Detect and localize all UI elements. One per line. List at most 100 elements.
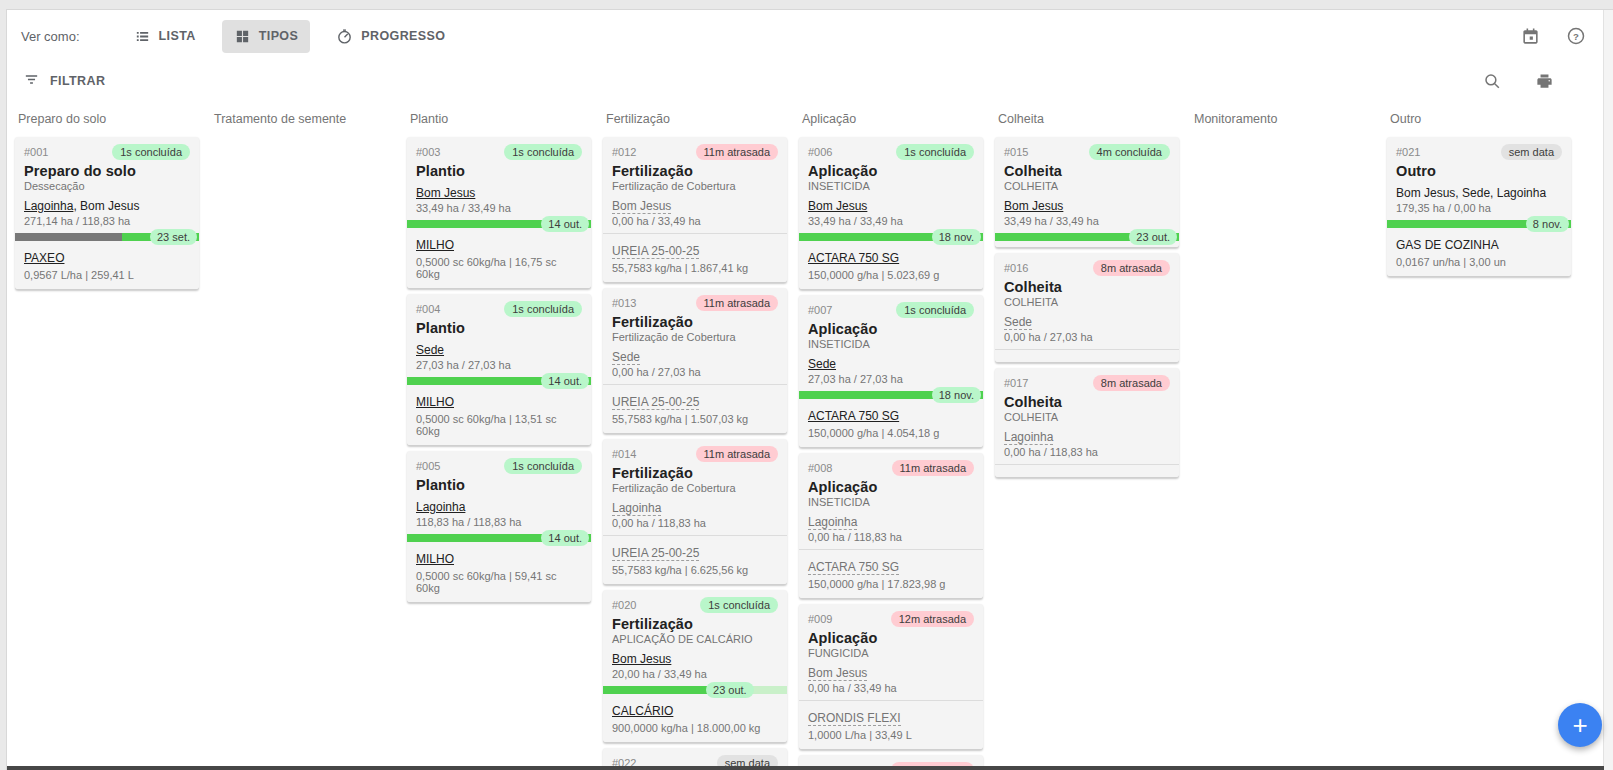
field-link[interactable]: Sede [808, 357, 836, 371]
search-icon[interactable] [1479, 68, 1505, 94]
task-subtitle: COLHEITA [1004, 411, 1170, 423]
card-head: #0071s concluídaAplicaçãoINSETICIDASede2… [799, 295, 983, 391]
status-badge: 11m atrasada [696, 295, 778, 311]
field-name: Bom Jesus [416, 186, 582, 200]
field-name: Bom Jesus [1004, 199, 1170, 213]
progress-bar: 8 nov. [1387, 220, 1571, 228]
product-dose-total: 55,7583 kg/ha | 6.625,56 kg [612, 564, 778, 576]
product-section: MILHO 0,5000 sc 60kg/ha | 16,75 sc 60kg [407, 228, 591, 288]
field-link[interactable]: Bom Jesus [1004, 199, 1063, 213]
tab-label: PROGRESSO [361, 29, 445, 43]
task-id: #006 [808, 144, 832, 158]
progress-icon [336, 28, 353, 45]
task-card[interactable]: #0201s concluídaFertilizaçãoAPLICAÇÃO DE… [603, 590, 787, 743]
card-id-row: #0168m atrasada [1004, 260, 1170, 276]
area-progress-text: 0,00 ha / 118,83 ha [612, 517, 778, 535]
status-badge: 11m atrasada [696, 446, 778, 462]
field-link[interactable]: Bom Jesus [808, 666, 867, 681]
field-link[interactable]: Lagoinha [24, 199, 73, 213]
plus-icon: + [1572, 710, 1587, 741]
card-head: #021sem dataOutroBom Jesus, Sede, Lagoin… [1387, 137, 1571, 220]
field-link[interactable]: Bom Jesus [612, 199, 671, 214]
field-link[interactable]: Bom Jesus [612, 652, 671, 666]
task-card[interactable]: #01411m atrasadaFertilizaçãoFertilização… [603, 439, 787, 585]
print-icon[interactable] [1531, 68, 1557, 94]
product-dose-total: 0,5000 sc 60kg/ha | 16,75 sc 60kg [416, 256, 582, 280]
product-section: MILHO0,5000 sc 60kg/ha | 59,41 sc 60kg [407, 542, 591, 602]
field-link[interactable]: Lagoinha [1004, 430, 1053, 445]
calendar-icon[interactable] [1517, 23, 1543, 49]
product-dose-total: 150,0000 g/ha | 4.054,18 g [808, 427, 974, 439]
task-card[interactable]: #01211m atrasadaFertilizaçãoFertilização… [603, 137, 787, 283]
product-name[interactable]: MILHO [416, 238, 454, 252]
card-head: #00912m atrasadaAplicaçãoFUNGICIDABom Je… [799, 604, 983, 700]
product-dose-total: 150,0000 g/ha | 17.823,98 g [808, 578, 974, 590]
product-name[interactable]: UREIA 25-00-25 [612, 395, 699, 410]
task-card[interactable]: #021sem dataOutroBom Jesus, Sede, Lagoin… [1387, 137, 1571, 277]
board-column: Aplicação#0061s concluídaAplicaçãoINSETI… [799, 110, 983, 770]
product-name[interactable]: PAXEO [24, 251, 64, 265]
field-name: Lagoinha, Bom Jesus [24, 199, 190, 213]
task-id: #008 [808, 460, 832, 474]
filter-button[interactable]: FILTRAR [23, 71, 105, 91]
board-column: Monitoramento [1191, 110, 1375, 137]
card-id-row: #0051s concluída [416, 458, 582, 474]
task-card[interactable]: #0154m concluídaColheitaCOLHEITABom Jesu… [995, 137, 1179, 248]
task-card[interactable]: #0031s concluídaPlantioBom Jesus33,49 ha… [407, 137, 591, 289]
field-link[interactable]: Bom Jesus [808, 199, 867, 213]
field-link[interactable]: Lagoinha [612, 501, 661, 516]
task-card[interactable]: #00811m atrasadaAplicaçãoINSETICIDALagoi… [799, 453, 983, 599]
product-dose-total: 0,0167 un/ha | 3,00 un [1396, 256, 1562, 268]
product-name[interactable]: UREIA 25-00-25 [612, 546, 699, 561]
board-column: Tratamento de semente [211, 110, 395, 137]
product-section: ACTARA 750 SG 150,0000 g/ha | 4.054,18 g [799, 399, 983, 447]
task-card[interactable]: #0061s concluídaAplicaçãoINSETICIDABom J… [799, 137, 983, 290]
card-id-row: #008 11m atrasada [808, 460, 974, 476]
task-subtitle: COLHEITA [1004, 180, 1170, 192]
product-name[interactable]: MILHO [416, 552, 454, 566]
field-link[interactable]: Lagoinha [416, 500, 465, 514]
task-subtitle: INSETICIDA [808, 338, 974, 350]
task-card[interactable]: #00912m atrasadaAplicaçãoFUNGICIDABom Je… [799, 604, 983, 750]
product-name: GAS DE COZINHA [1396, 238, 1499, 252]
task-card[interactable]: #0071s concluídaAplicaçãoINSETICIDASede2… [799, 295, 983, 448]
add-task-fab[interactable]: + [1558, 703, 1602, 747]
field-link[interactable]: Bom Jesus [416, 186, 475, 200]
field-link[interactable]: Sede [1004, 315, 1032, 330]
product-name[interactable]: ACTARA 750 SG [808, 560, 899, 575]
product-name[interactable]: UREIA 25-00-25 [612, 244, 699, 259]
product-name[interactable]: ACTARA 750 SG [808, 409, 899, 423]
card-id-row: #0031s concluída [416, 144, 582, 160]
product-name[interactable]: ACTARA 750 SG [808, 251, 899, 265]
vertical-scrollbar[interactable] [1603, 10, 1613, 770]
topbar-actions: ? [1517, 23, 1589, 49]
task-title: Fertilização [612, 314, 778, 330]
product-dose-total: 0,9567 L/ha | 259,41 L [24, 269, 190, 281]
card-id-row: #00912m atrasada [808, 611, 974, 627]
horizontal-scrollbar[interactable] [7, 766, 1604, 770]
tab-tipos[interactable]: TIPOS [222, 20, 311, 53]
progress-bar: 14 out. [407, 220, 591, 228]
status-badge: 11m atrasada [892, 460, 974, 476]
task-card[interactable]: #0011s concluídaPreparo do soloDessecaçã… [15, 137, 199, 290]
tab-lista[interactable]: LISTA [122, 20, 208, 53]
field-link[interactable]: Sede [416, 343, 444, 357]
product-name[interactable]: CALCÁRIO [612, 704, 673, 718]
product-name[interactable]: MILHO [416, 395, 454, 409]
status-badge: 8m atrasada [1093, 375, 1170, 391]
tab-progresso[interactable]: PROGRESSO [324, 20, 457, 53]
field-link[interactable]: Sede [612, 350, 640, 365]
task-card[interactable]: #0041s concluídaPlantioSede27,03 ha / 27… [407, 294, 591, 446]
task-card[interactable]: #0178m atrasadaColheitaCOLHEITALagoinha0… [995, 368, 1179, 478]
product-section: CALCÁRIO900,0000 kg/ha | 18.000,00 kg [603, 694, 787, 742]
task-card[interactable]: #0168m atrasadaColheitaCOLHEITASede0,00 … [995, 253, 1179, 363]
area-progress-text: 20,00 ha / 33,49 ha [612, 668, 778, 686]
date-badge: 23 set. [150, 229, 197, 245]
task-card[interactable]: #0051s concluídaPlantioLagoinha118,83 ha… [407, 451, 591, 603]
task-id: #003 [416, 144, 440, 158]
help-icon[interactable]: ? [1563, 23, 1589, 49]
product-name[interactable]: ORONDIS FLEXI [808, 711, 901, 726]
field-link[interactable]: Lagoinha [808, 515, 857, 530]
task-title: Plantio [416, 163, 582, 179]
task-card[interactable]: #01311m atrasadaFertilizaçãoFertilização… [603, 288, 787, 434]
